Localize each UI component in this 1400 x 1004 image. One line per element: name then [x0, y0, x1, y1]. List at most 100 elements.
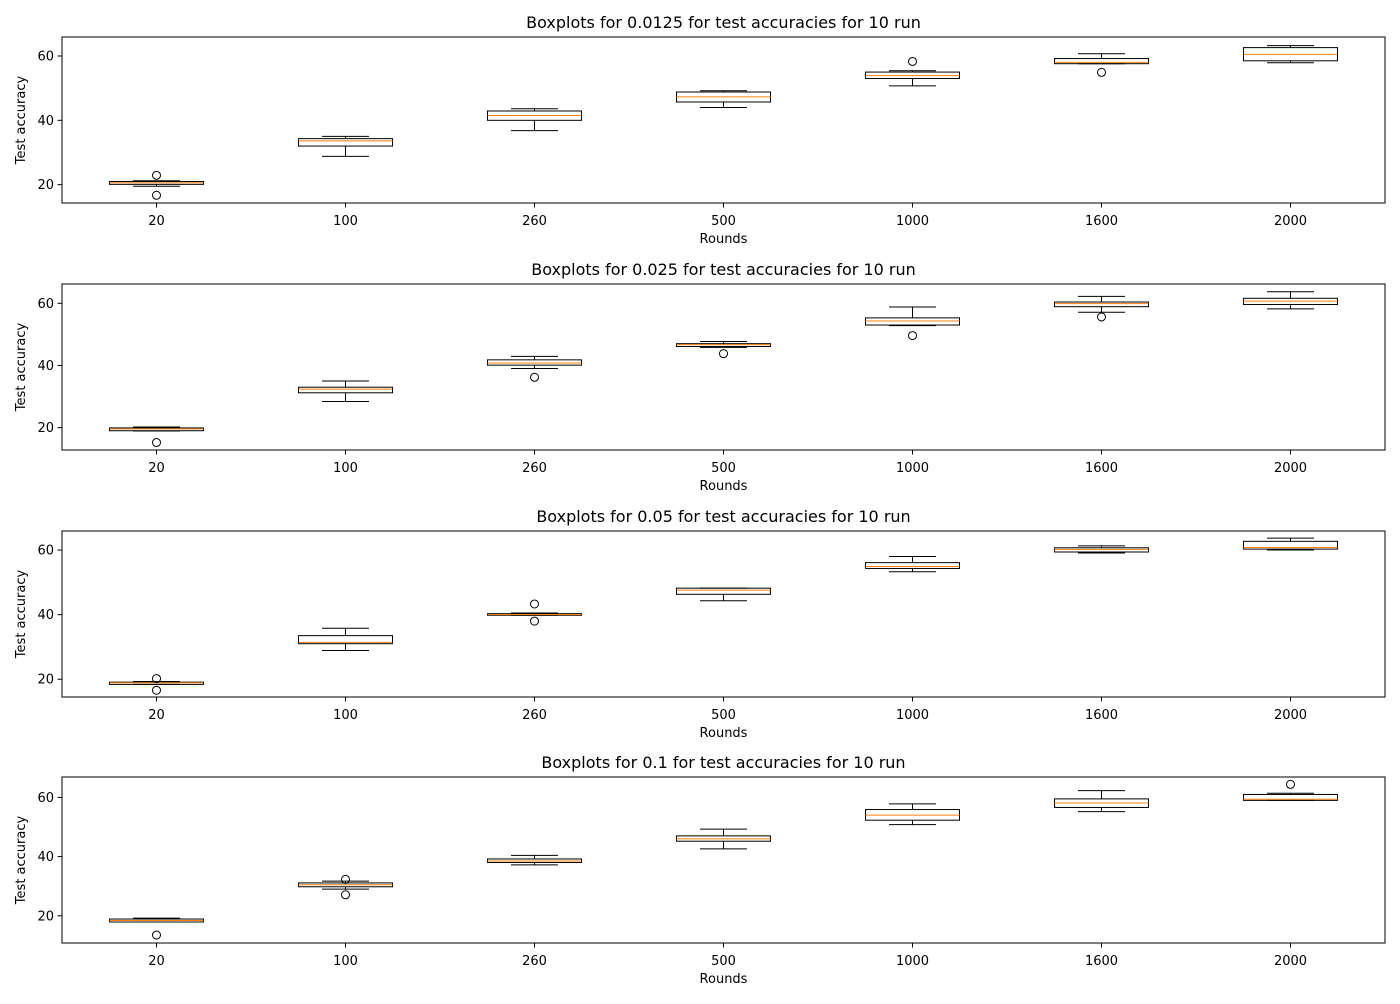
- x-tick-label: 260: [522, 461, 547, 476]
- box-1000: [865, 56, 960, 87]
- box-2000: [1243, 291, 1338, 310]
- x-tick-label: 1000: [896, 214, 929, 229]
- y-tick-label: 20: [37, 421, 54, 436]
- box-20: [109, 170, 204, 200]
- y-tick-label: 60: [37, 297, 54, 312]
- x-tick-label: 500: [711, 214, 736, 229]
- outlier-point: [719, 349, 728, 359]
- outlier-point: [908, 331, 917, 341]
- x-tick-label: 260: [522, 708, 547, 723]
- x-tick-label: 20: [148, 708, 165, 723]
- outlier-point: [152, 930, 161, 940]
- outlier-point: [152, 438, 161, 448]
- box-1000: [865, 556, 960, 573]
- box-1600: [1054, 53, 1149, 77]
- box-1000: [865, 306, 960, 341]
- box-body: [298, 138, 393, 147]
- box-500: [676, 828, 771, 850]
- box-1600: [1054, 295, 1149, 322]
- box-20: [109, 917, 204, 940]
- x-tick-label: 100: [333, 954, 358, 969]
- subplot-title: Boxplots for 0.0125 for test accuracies …: [526, 13, 921, 32]
- outlier-point: [152, 674, 161, 684]
- x-tick-label: 100: [333, 214, 358, 229]
- box-2000: [1243, 45, 1338, 64]
- outlier-point: [1097, 312, 1106, 322]
- box-body: [298, 635, 393, 645]
- y-tick-label: 40: [37, 608, 54, 623]
- box-1600: [1054, 545, 1149, 554]
- y-tick-label: 40: [37, 114, 54, 129]
- x-tick-label: 20: [148, 461, 165, 476]
- box-20: [109, 426, 204, 448]
- box-500: [676, 587, 771, 602]
- box-1600: [1054, 790, 1149, 813]
- outlier-point: [152, 685, 161, 695]
- outlier-point: [530, 372, 539, 382]
- box-100: [298, 874, 393, 900]
- y-tick-label: 60: [37, 544, 54, 559]
- x-tick-label: 500: [711, 954, 736, 969]
- outlier-point: [908, 56, 917, 66]
- x-tick-label: 1000: [896, 708, 929, 723]
- x-axis-label: Rounds: [700, 972, 748, 987]
- box-body: [298, 386, 393, 394]
- outlier-point: [530, 599, 539, 609]
- subplot-title: Boxplots for 0.05 for test accuracies fo…: [536, 507, 910, 526]
- x-tick-label: 500: [711, 708, 736, 723]
- x-axis-label: Rounds: [700, 232, 748, 247]
- box-500: [676, 341, 771, 359]
- subplot-title: Boxplots for 0.1 for test accuracies for…: [541, 753, 905, 772]
- outlier-point: [1097, 67, 1106, 77]
- box-2000: [1243, 779, 1338, 801]
- x-tick-label: 100: [333, 461, 358, 476]
- axes-frame: [61, 530, 1386, 698]
- x-tick-label: 20: [148, 954, 165, 969]
- outlier-point: [341, 890, 350, 900]
- box-260: [487, 108, 582, 132]
- axes-frame: [61, 283, 1386, 451]
- box-body: [1243, 540, 1338, 550]
- x-tick-label: 500: [711, 461, 736, 476]
- box-body: [1054, 301, 1149, 308]
- box-260: [487, 854, 582, 866]
- x-tick-label: 1000: [896, 954, 929, 969]
- box-body: [676, 587, 771, 595]
- outlier-point: [530, 616, 539, 626]
- x-tick-label: 100: [333, 708, 358, 723]
- box-100: [298, 135, 393, 157]
- outlier-point: [341, 874, 350, 884]
- box-500: [676, 90, 771, 108]
- x-tick-label: 1000: [896, 461, 929, 476]
- box-260: [487, 599, 582, 626]
- y-tick-label: 60: [37, 49, 54, 64]
- box-260: [487, 355, 582, 382]
- y-axis-label: Test accuracy: [14, 570, 29, 660]
- y-tick-label: 20: [37, 178, 54, 193]
- x-tick-label: 260: [522, 214, 547, 229]
- y-tick-label: 40: [37, 359, 54, 374]
- x-tick-label: 2000: [1274, 708, 1307, 723]
- y-tick-label: 20: [37, 673, 54, 688]
- outlier-point: [152, 190, 161, 200]
- subplot-4: Boxplots for 0.1 for test accuracies for…: [14, 753, 1386, 987]
- x-tick-label: 2000: [1274, 214, 1307, 229]
- outlier-point: [1286, 779, 1295, 789]
- x-tick-label: 20: [148, 214, 165, 229]
- subplot-1: Boxplots for 0.0125 for test accuracies …: [14, 13, 1386, 247]
- box-1000: [865, 803, 960, 826]
- box-body: [865, 562, 960, 569]
- y-tick-label: 60: [37, 791, 54, 806]
- x-tick-label: 2000: [1274, 461, 1307, 476]
- outlier-point: [152, 170, 161, 180]
- x-axis-label: Rounds: [700, 726, 748, 741]
- x-axis-label: Rounds: [700, 479, 748, 494]
- box-100: [298, 627, 393, 651]
- subplot-title: Boxplots for 0.025 for test accuracies f…: [531, 260, 916, 279]
- y-axis-label: Test accuracy: [14, 323, 29, 413]
- box-body: [1054, 58, 1149, 65]
- subplot-2: Boxplots for 0.025 for test accuracies f…: [14, 260, 1386, 494]
- subplot-3: Boxplots for 0.05 for test accuracies fo…: [14, 507, 1386, 741]
